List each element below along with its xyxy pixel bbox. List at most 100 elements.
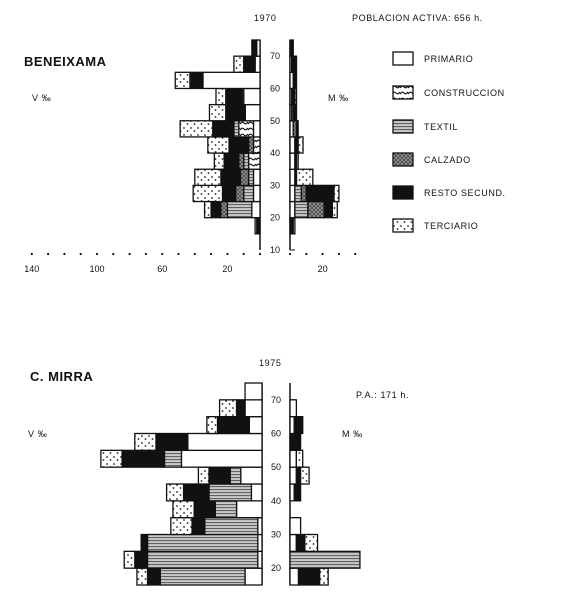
legend-item-primario: PRIMARIO [392, 51, 473, 66]
y-tick-label: 20 [271, 563, 281, 573]
female-bar-primario [289, 399, 298, 418]
female-bar-primario [289, 136, 296, 154]
chart2-year: 1975 [259, 358, 281, 368]
female-bar-terciario [299, 466, 310, 485]
female-bar-primario [289, 533, 298, 552]
female-bar-terciario [333, 184, 340, 203]
female-bar-primario [289, 152, 296, 170]
female-bar-primario [289, 168, 296, 187]
male-bar-resto [235, 399, 246, 418]
female-bar-resto [297, 567, 321, 586]
x-tick-label: 20 [318, 264, 328, 274]
male-bar-primario [252, 120, 261, 138]
female-bar-primario [289, 466, 298, 485]
legend-label: RESTO SECUND. [424, 188, 506, 198]
male-bar-terciario [218, 399, 238, 418]
male-bar-resto [228, 136, 250, 154]
female-bar-resto [323, 200, 334, 219]
male-bar-terciario [134, 432, 157, 451]
male-bar-resto [220, 168, 242, 187]
female-bar-terciario [297, 136, 304, 154]
x-tick-dot [226, 252, 229, 256]
male-bar-terciario [100, 449, 123, 468]
x-tick-dot [30, 252, 33, 256]
y-tick-label: 70 [271, 395, 281, 405]
x-tick-dot [288, 252, 292, 256]
female-bar-terciario [295, 168, 314, 187]
y-tick-label: 70 [270, 51, 280, 61]
female-bar-primario [289, 449, 298, 468]
male-bar-resto [223, 152, 240, 170]
legend-item-construccion: CONSTRUCCION [392, 85, 505, 100]
male-bar-terciario [203, 200, 212, 219]
female-bar-resto [289, 39, 294, 57]
male-bar-textil [163, 449, 183, 468]
male-bar-primario [252, 168, 261, 187]
legend-label: TEXTIL [424, 122, 458, 132]
male-bar-resto [210, 200, 222, 219]
male-bar-calzado [238, 152, 245, 170]
x-tick-dot [47, 252, 50, 256]
male-bar-primario [252, 184, 261, 203]
male-bar-calzado [220, 200, 229, 219]
male-bar-primario [244, 567, 263, 586]
x-tick-label: 100 [89, 264, 104, 274]
male-bar-construccion [252, 136, 261, 154]
x-tick-dot [177, 252, 180, 256]
empty-box-icon [392, 51, 414, 66]
chart2-female-label: M ‰ [342, 429, 363, 439]
y-tick-label: 60 [271, 429, 281, 439]
y-tick-label: 40 [271, 496, 281, 506]
male-bar-primario [250, 483, 263, 502]
female-bar-resto [295, 533, 306, 552]
x-tick-dot [161, 252, 164, 256]
male-bar-terciario [254, 217, 258, 235]
male-bar-terciario [136, 567, 149, 586]
male-bar-primario [251, 200, 261, 219]
female-bar-textil [289, 550, 361, 569]
male-bar-terciario [208, 103, 227, 122]
male-bar-terciario [207, 136, 230, 154]
chart1-female-label: M ‰ [328, 93, 349, 103]
chart1-male-label: V ‰ [32, 93, 51, 103]
population-total-label: POBLACION ACTIVA: 656 h. [352, 13, 483, 23]
male-bar-calzado [234, 184, 245, 203]
male-bar-primario [180, 449, 263, 468]
male-bar-terciario [197, 466, 210, 485]
female-bar-resto [293, 483, 302, 502]
male-bar-resto [182, 483, 210, 502]
legend-item-resto: RESTO SECUND. [392, 185, 506, 200]
crosshatch-box-icon [392, 152, 414, 167]
female-bar-terciario [295, 152, 299, 170]
male-bar-resto [146, 567, 161, 586]
male-bar-terciario [206, 416, 219, 435]
legend-item-calzado: CALZADO [392, 152, 470, 167]
female-bar-primario [289, 517, 302, 536]
x-tick-dot [210, 252, 213, 256]
female-bar-resto [305, 184, 335, 203]
male-bar-construccion [238, 120, 255, 138]
horizontal-lines-box-icon [392, 119, 414, 134]
male-bar-resto [251, 39, 258, 57]
female-bar-terciario [295, 449, 304, 468]
male-bar-textil [159, 567, 246, 586]
female-bar-textil [294, 200, 309, 219]
male-bar-resto [191, 517, 206, 536]
male-bar-terciario [192, 184, 224, 203]
female-bar-terciario [294, 87, 298, 106]
chart1-title: BENEIXAMA [24, 54, 107, 69]
legend-label: CONSTRUCCION [424, 88, 505, 98]
y-tick-label: 60 [270, 83, 280, 93]
male-bar-resto [193, 500, 217, 519]
y-tick-label: 50 [270, 116, 280, 126]
y-tick-label: 20 [270, 213, 280, 223]
dotted-box-icon [392, 218, 414, 233]
female-bar-primario [289, 184, 296, 203]
chart2-pyramid: 20 30 40 50 60 70 [100, 382, 361, 586]
male-bar-resto [140, 533, 149, 552]
x-tick-dot [128, 252, 131, 256]
male-bar-resto [134, 550, 149, 569]
chart2-title: C. MIRRA [30, 369, 93, 384]
female-bar-resto [292, 103, 298, 122]
